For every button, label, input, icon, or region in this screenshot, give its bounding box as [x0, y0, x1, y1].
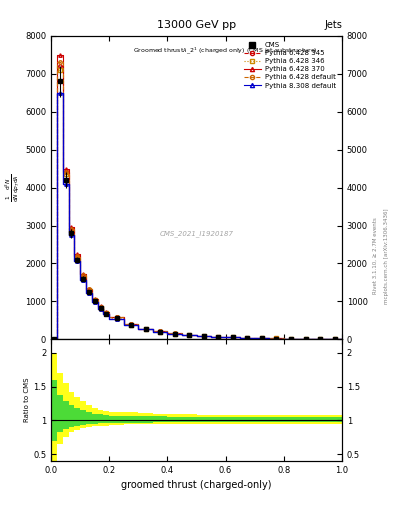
Pythia 6.428 345: [49, 336, 53, 343]
Text: mcplots.cern.ch [arXiv:1306.3436]: mcplots.cern.ch [arXiv:1306.3436]: [384, 208, 389, 304]
Pythia 8.308 default: [194, 333, 199, 339]
Text: Jets: Jets: [324, 20, 342, 31]
Pythia 6.428 370: [194, 333, 199, 339]
Pythia 8.308 default: [107, 311, 112, 317]
Pythia 6.428 default: [151, 326, 155, 332]
Pythia 6.428 346: [194, 333, 199, 339]
Pythia 6.428 default: [209, 334, 213, 340]
Pythia 6.428 345: [151, 326, 155, 332]
Pythia 6.428 346: [55, 67, 59, 73]
Pythia 6.428 345: [55, 63, 59, 69]
Line: Pythia 6.428 default: Pythia 6.428 default: [51, 62, 342, 339]
Line: Pythia 6.428 345: Pythia 6.428 345: [51, 66, 342, 339]
Pythia 6.428 345: [340, 336, 344, 343]
Pythia 6.428 default: [340, 336, 344, 343]
Line: Pythia 6.428 370: Pythia 6.428 370: [51, 55, 342, 339]
Pythia 8.308 default: [209, 334, 213, 340]
Pythia 6.428 345: [194, 333, 199, 339]
Text: 13000 GeV pp: 13000 GeV pp: [157, 20, 236, 31]
Pythia 8.308 default: [310, 336, 315, 342]
Pythia 6.428 370: [66, 165, 71, 172]
Pythia 6.428 default: [310, 336, 315, 342]
Pythia 6.428 default: [49, 336, 53, 343]
Pythia 6.428 370: [209, 334, 213, 340]
Pythia 6.428 default: [194, 333, 199, 339]
Pythia 6.428 346: [49, 336, 53, 343]
Y-axis label: $\frac{1}{\mathrm{d}N}\frac{\mathrm{d}^2N}{\mathrm{d}p_T\mathrm{d}\lambda}$: $\frac{1}{\mathrm{d}N}\frac{\mathrm{d}^2…: [4, 174, 22, 202]
Pythia 6.428 370: [340, 336, 344, 343]
Y-axis label: Ratio to CMS: Ratio to CMS: [24, 378, 30, 422]
Text: Rivet 3.1.10, ≥ 2.7M events: Rivet 3.1.10, ≥ 2.7M events: [372, 218, 377, 294]
Pythia 6.428 345: [209, 334, 213, 340]
Pythia 6.428 370: [107, 309, 112, 315]
Pythia 6.428 370: [310, 336, 315, 342]
X-axis label: groomed thrust (charged-only): groomed thrust (charged-only): [121, 480, 272, 490]
Pythia 6.428 default: [107, 310, 112, 316]
Pythia 6.428 346: [66, 171, 71, 177]
Pythia 6.428 346: [151, 326, 155, 332]
Pythia 6.428 default: [66, 168, 71, 175]
Pythia 6.428 346: [107, 310, 112, 316]
Pythia 6.428 default: [55, 59, 59, 66]
Line: Pythia 8.308 default: Pythia 8.308 default: [51, 93, 342, 339]
Text: CMS_2021_I1920187: CMS_2021_I1920187: [160, 230, 233, 237]
Pythia 8.308 default: [340, 336, 344, 343]
Pythia 6.428 346: [340, 336, 344, 343]
Pythia 6.428 346: [209, 334, 213, 340]
Legend: CMS, Pythia 6.428 345, Pythia 6.428 346, Pythia 6.428 370, Pythia 6.428 default,: CMS, Pythia 6.428 345, Pythia 6.428 346,…: [241, 39, 338, 91]
Pythia 6.428 370: [49, 336, 53, 343]
Pythia 6.428 345: [66, 169, 71, 176]
Pythia 8.308 default: [151, 326, 155, 332]
Pythia 6.428 345: [107, 310, 112, 316]
Pythia 6.428 370: [151, 326, 155, 332]
Pythia 6.428 345: [310, 336, 315, 342]
Pythia 6.428 370: [55, 52, 59, 58]
Text: Groomed thrust$\lambda$_2$^1$ (charged only) (CMS jet substructure): Groomed thrust$\lambda$_2$^1$ (charged o…: [132, 45, 317, 56]
Pythia 8.308 default: [66, 181, 71, 187]
Pythia 8.308 default: [55, 90, 59, 96]
Line: Pythia 6.428 346: Pythia 6.428 346: [51, 70, 342, 339]
Pythia 6.428 346: [310, 336, 315, 342]
Pythia 8.308 default: [49, 336, 53, 343]
